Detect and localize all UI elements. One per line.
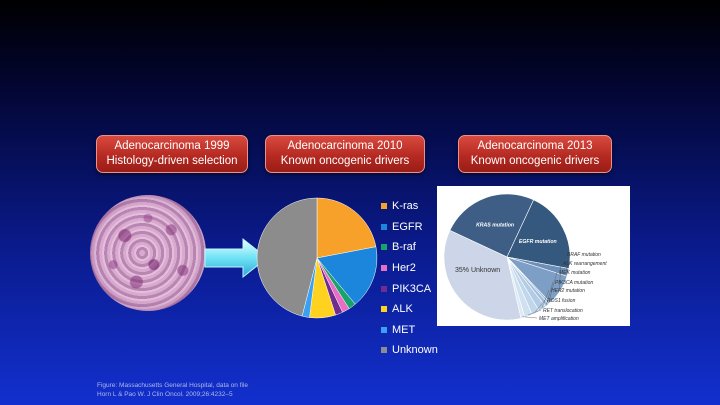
legend-label: Her2 [392, 262, 416, 275]
callout-line-mek-mutation [548, 271, 558, 303]
legend-label: B-raf [392, 241, 416, 254]
legend-item-b-raf: B-raf [381, 237, 438, 258]
legend-item-pik3ca: PIK3CA [381, 278, 438, 299]
era-box-2010: Adenocarcinoma 2010 Known oncogenic driv… [265, 135, 425, 173]
callout-label-mek-mutation: MEK mutation [559, 270, 591, 276]
pie-slice-kras-mutation [449, 193, 535, 258]
callout-line-alk-rearrangement [559, 262, 562, 290]
footnote-citation: Horn L & Pao W. J Clin Oncol. 2009;26:42… [97, 391, 233, 398]
era-box-title: Adenocarcinoma 2013 [477, 140, 593, 152]
legend-swatch [381, 326, 387, 333]
pie-slice-k-ras [316, 197, 377, 259]
legend-label: PIK3CA [392, 282, 432, 295]
callout-line-met-amplification [522, 316, 538, 319]
pie-chart-2010 [256, 197, 378, 319]
era-box-title: Adenocarcinoma 2010 [287, 140, 403, 152]
legend-swatch [381, 285, 387, 292]
callout-label-pik3ca-mutation: PIK3CA mutation [555, 280, 593, 286]
pie-slice-unknown [256, 197, 318, 317]
legend-label: K-ras [392, 200, 419, 213]
legend-label: Unknown [392, 344, 438, 357]
legend-label: EGFR [392, 220, 423, 233]
legend-swatch [381, 223, 387, 230]
pie-slice-egfr [316, 246, 378, 305]
chart-panel-2013: KRAS mutation EGFR mutation 35% Unknown BRA… [437, 186, 630, 326]
callout-label-braf-mutation: BRAF mutation [567, 252, 601, 258]
callout-label-her2-mutation: HER2 mutation [551, 288, 585, 294]
arrow-right-icon [204, 237, 268, 279]
callout-line-her2-mutation [541, 289, 550, 308]
legend-label: ALK [392, 303, 413, 316]
pie-slice-unknown [443, 229, 522, 321]
callout-label-ros1-fusion: ROS1 fusion [547, 298, 576, 304]
legend-item-unknown: Unknown [381, 340, 438, 361]
footnote-source: Figure: Massachusetts General Hospital, … [97, 382, 249, 389]
slice-label-unknown: 35% Unknown [455, 267, 500, 274]
era-box-1999: Adenocarcinoma 1999 Histology-driven sel… [96, 135, 248, 173]
legend-swatch [381, 347, 387, 354]
legend-swatch [381, 265, 387, 272]
slice-label-egfr-mutation: EGFR mutation [519, 239, 557, 245]
legend-label: MET [392, 323, 416, 336]
callout-line-ros1-fusion [535, 299, 546, 313]
legend-item-alk: ALK [381, 299, 438, 320]
legend-item-k-ras: K-ras [381, 196, 438, 217]
callout-label-ret-translocation: RET translocation [543, 308, 583, 314]
histology-image [90, 195, 206, 311]
legend-swatch [381, 306, 387, 313]
legend-item-egfr: EGFR [381, 217, 438, 238]
era-box-subtitle: Known oncogenic drivers [280, 155, 410, 167]
callout-line-ret-translocation [528, 309, 542, 316]
era-box-2013: Adenocarcinoma 2013 Known oncogenic driv… [458, 135, 612, 173]
legend-swatch [381, 244, 387, 251]
footnote: Figure: Massachusetts General Hospital, … [97, 381, 248, 399]
legend-item-met: MET [381, 320, 438, 341]
callout-line-pik3ca-mutation [546, 281, 554, 305]
pie-chart-2013: KRAS mutation EGFR mutation 35% Unknown BRA… [443, 193, 607, 322]
era-box-title: Adenocarcinoma 1999 [114, 140, 230, 152]
era-box-subtitle: Known oncogenic drivers [470, 155, 600, 167]
legend-swatch [381, 203, 387, 210]
callout-line-braf-mutation [564, 253, 568, 273]
slice-label-kras-mutation: KRAS mutation [476, 222, 514, 228]
callout-label-met-amplification: MET amplification [539, 316, 579, 322]
era-box-subtitle: Histology-driven selection [106, 155, 238, 167]
legend-2010: K-ras EGFR B-raf Her2 PIK3CA ALK MET Unknown [381, 196, 438, 361]
callout-label-alk-rearrangement: ALK rearrangement [562, 261, 607, 267]
pie-slice-egfr-mutation [506, 199, 571, 269]
legend-item-her2: Her2 [381, 258, 438, 279]
